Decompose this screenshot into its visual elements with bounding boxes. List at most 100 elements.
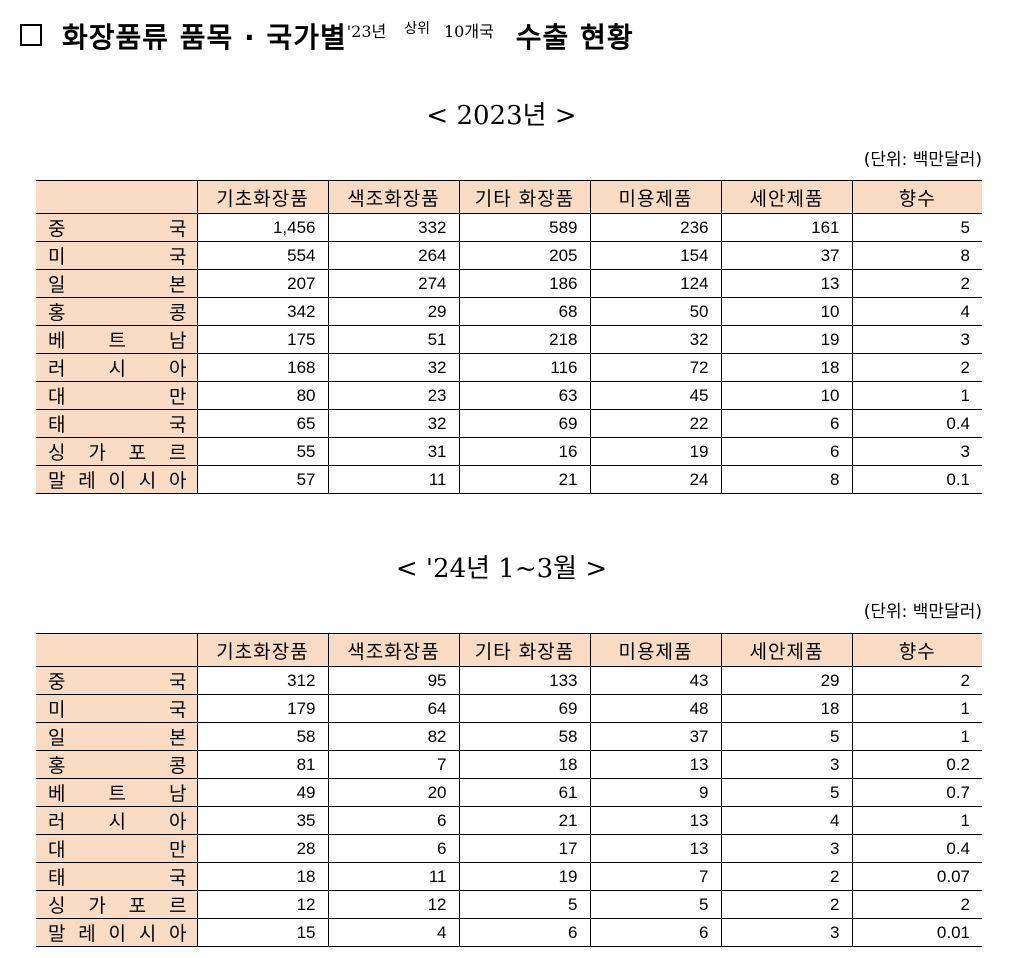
- value-cell: 207: [196, 269, 329, 298]
- value-cell: 19: [720, 325, 853, 354]
- title-main: 화장품류 품목 · 국가별: [62, 21, 347, 54]
- value-cell: 116: [458, 353, 591, 382]
- value-cell: 312: [196, 666, 329, 695]
- value-cell: 6: [589, 918, 722, 947]
- value-cell: 28: [196, 834, 329, 863]
- value-cell: 64: [327, 694, 460, 723]
- value-cell: 5: [720, 722, 853, 751]
- value-cell: 10: [720, 297, 853, 326]
- table-row: 말 레 이 시 아 57 11 21 24 8 0.1: [36, 465, 982, 494]
- value-cell: 51: [327, 325, 460, 354]
- unit-label: (단위: 백만달러): [863, 602, 982, 622]
- value-cell: 37: [720, 241, 853, 270]
- column-header: 미용제품: [589, 180, 722, 214]
- value-cell: 5: [589, 890, 722, 919]
- value-cell: 13: [589, 834, 722, 863]
- value-cell: 8: [720, 465, 853, 494]
- value-cell: 0.1: [851, 465, 982, 494]
- column-header: 기타 화장품: [458, 180, 591, 214]
- value-cell: 5: [851, 213, 982, 242]
- header-corner-cell: [36, 180, 198, 214]
- value-cell: 18: [720, 353, 853, 382]
- value-cell: 133: [458, 666, 591, 695]
- value-cell: 29: [720, 666, 853, 695]
- value-cell: 37: [589, 722, 722, 751]
- value-cell: 32: [327, 353, 460, 382]
- value-cell: 3: [720, 834, 853, 863]
- value-cell: 22: [589, 409, 722, 438]
- value-cell: 5: [458, 890, 591, 919]
- value-cell: 21: [458, 806, 591, 835]
- table-row: 일 본 58 82 58 37 5 1: [36, 722, 982, 751]
- table-row: 대 만 28 6 17 13 3 0.4: [36, 834, 982, 863]
- value-cell: 2: [851, 353, 982, 382]
- table-row: 싱 가 포 르 12 12 5 5 2 2: [36, 890, 982, 919]
- value-cell: 161: [720, 213, 853, 242]
- value-cell: 11: [327, 465, 460, 494]
- table-2023-subtitle: < 2023년 >: [426, 101, 577, 131]
- table-row: 미 국 179 64 69 48 18 1: [36, 694, 982, 723]
- value-cell: 2: [720, 862, 853, 891]
- value-cell: 0.7: [851, 778, 982, 807]
- value-cell: 49: [196, 778, 329, 807]
- value-cell: 168: [196, 353, 329, 382]
- table-row: 중 국 312 95 133 43 29 2: [36, 666, 982, 695]
- value-cell: 58: [458, 722, 591, 751]
- value-cell: 13: [720, 269, 853, 298]
- value-cell: 264: [327, 241, 460, 270]
- header-corner-cell: [36, 633, 198, 667]
- unit-label: (단위: 백만달러): [863, 150, 982, 170]
- column-header: 색조화장품: [327, 180, 460, 214]
- value-cell: 81: [196, 750, 329, 779]
- value-cell: 32: [327, 409, 460, 438]
- value-cell: 6: [458, 918, 591, 947]
- value-cell: 3: [720, 750, 853, 779]
- value-cell: 24: [589, 465, 722, 494]
- table-row: 말 레 이 시 아 15 4 6 6 3 0.01: [36, 918, 982, 947]
- value-cell: 0.01: [851, 918, 982, 947]
- column-header: 미용제품: [589, 633, 722, 667]
- table-row: 베 트 남 175 51 218 32 19 3: [36, 325, 982, 354]
- value-cell: 6: [327, 834, 460, 863]
- value-cell: 7: [589, 862, 722, 891]
- title-count: 10개국: [443, 22, 494, 41]
- page-title: 화장품류 품목 · 국가별 '23년 상위 10개국 수출 현황: [20, 6, 634, 56]
- value-cell: 1,456: [196, 213, 329, 242]
- value-cell: 236: [589, 213, 722, 242]
- column-header: 세안제품: [720, 180, 853, 214]
- value-cell: 1: [851, 381, 982, 410]
- value-cell: 589: [458, 213, 591, 242]
- value-cell: 45: [589, 381, 722, 410]
- value-cell: 554: [196, 241, 329, 270]
- table-row: 태 국 18 11 19 7 2 0.07: [36, 862, 982, 891]
- table-row: 싱 가 포 르 55 31 16 19 6 3: [36, 437, 982, 466]
- value-cell: 2: [851, 890, 982, 919]
- value-cell: 32: [589, 325, 722, 354]
- value-cell: 68: [458, 297, 591, 326]
- value-cell: 31: [327, 437, 460, 466]
- table-row: 일 본 207 274 186 124 13 2: [36, 269, 982, 298]
- value-cell: 175: [196, 325, 329, 354]
- value-cell: 0.07: [851, 862, 982, 891]
- title-year: '23년: [346, 22, 387, 41]
- value-cell: 82: [327, 722, 460, 751]
- value-cell: 4: [327, 918, 460, 947]
- table-row: 베 트 남 49 20 61 9 5 0.7: [36, 778, 982, 807]
